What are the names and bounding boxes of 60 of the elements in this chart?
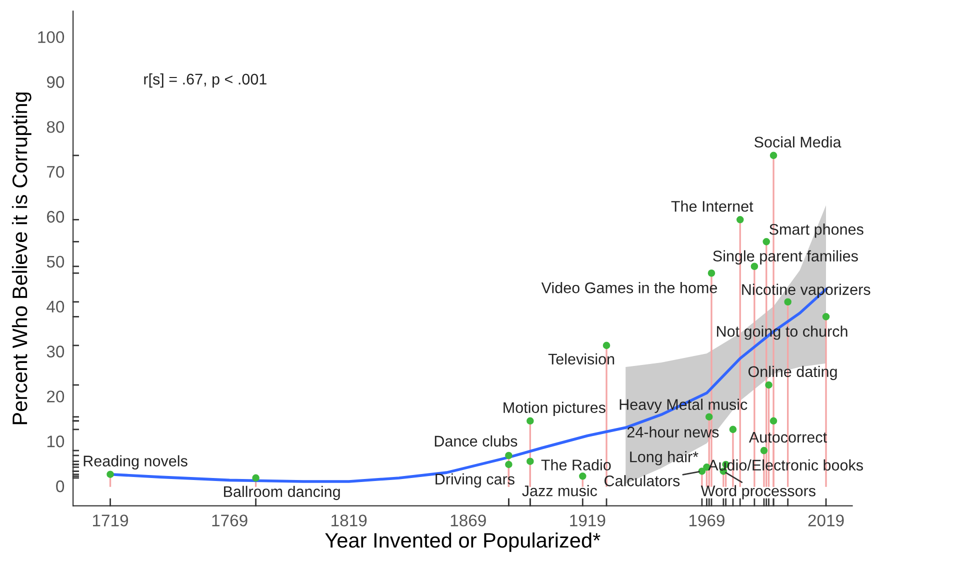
x-tick-label: 1819 bbox=[332, 514, 367, 526]
point bbox=[526, 458, 534, 465]
y-tick-label: 90 bbox=[46, 76, 64, 88]
point bbox=[505, 452, 512, 460]
y-tick-label: 50 bbox=[46, 256, 64, 268]
point bbox=[526, 417, 534, 425]
x-tick-label: 1919 bbox=[570, 514, 606, 526]
annotation: Reading novels bbox=[84, 455, 188, 470]
y-tick-label: 0 bbox=[56, 480, 64, 492]
annotation: The Radio bbox=[541, 459, 611, 470]
annotation: Calculators bbox=[604, 475, 680, 486]
y-axis-title: Percent Who Believe it is Corrupting bbox=[12, 92, 32, 424]
y-tick-label: 10 bbox=[47, 436, 64, 448]
annotation: Dance clubs bbox=[434, 435, 518, 447]
annotation: Social Media bbox=[754, 136, 842, 148]
point bbox=[698, 468, 706, 475]
annotation: Online dating bbox=[748, 366, 837, 380]
annotation: 24-hour news bbox=[627, 426, 719, 438]
annotation: The Internet bbox=[671, 200, 754, 212]
x-tick-label: 1869 bbox=[450, 514, 486, 526]
y-tick-label: 100 bbox=[38, 31, 64, 44]
point bbox=[760, 446, 768, 454]
point bbox=[784, 298, 792, 306]
x-tick-label: 1969 bbox=[689, 514, 724, 526]
point bbox=[705, 413, 713, 420]
point bbox=[822, 313, 830, 320]
y-tick-label: 20 bbox=[47, 390, 64, 402]
y-tick-label: 30 bbox=[46, 346, 64, 358]
point bbox=[505, 460, 512, 468]
x-tick-label: 2019 bbox=[808, 514, 844, 526]
annotation: Driving cars bbox=[436, 473, 514, 488]
point bbox=[729, 426, 737, 434]
point bbox=[252, 474, 260, 482]
annotation: r[s] = .67, p < .001 bbox=[144, 73, 266, 88]
y-tick-label: 70 bbox=[47, 166, 64, 178]
point bbox=[602, 342, 610, 350]
y-tick-label: 80 bbox=[46, 121, 64, 133]
y-tick-label: 60 bbox=[47, 210, 64, 223]
annotation: Long hair* bbox=[630, 451, 698, 466]
point bbox=[770, 152, 778, 160]
annotation: Autocorrect bbox=[748, 432, 827, 443]
point bbox=[765, 381, 772, 389]
annotation: Jazz music bbox=[522, 485, 598, 496]
annotation: Single parent families bbox=[713, 250, 858, 264]
annotation: Television bbox=[548, 353, 614, 365]
x-tick-label: 1719 bbox=[93, 514, 128, 526]
point bbox=[579, 472, 586, 480]
point bbox=[106, 470, 114, 478]
x-axis-title: Year Invented or Popularized* bbox=[325, 532, 600, 552]
point bbox=[736, 216, 744, 224]
annotation: Video Games in the home bbox=[541, 282, 717, 294]
annotation: Smart phones bbox=[770, 224, 864, 238]
annotation: Ballroom dancing bbox=[224, 486, 340, 500]
x-tick-label: 1769 bbox=[212, 514, 248, 526]
point bbox=[708, 269, 716, 277]
point bbox=[770, 417, 778, 425]
y-tick-label: 40 bbox=[46, 300, 64, 313]
annotation: Word processors bbox=[700, 485, 816, 500]
point bbox=[762, 238, 770, 246]
annotation: Motion pictures bbox=[504, 402, 606, 416]
